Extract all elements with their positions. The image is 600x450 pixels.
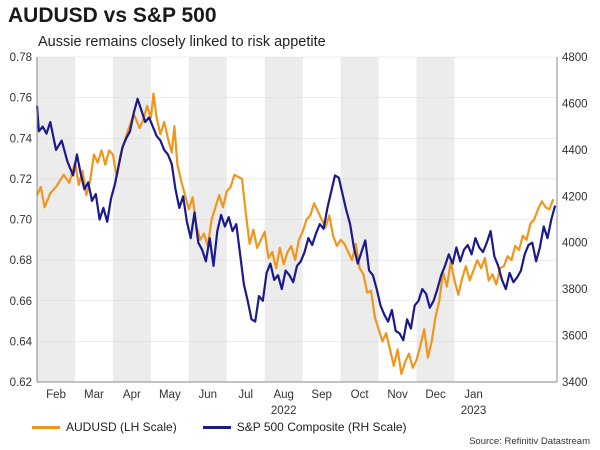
- x-tick-label: Jul: [238, 389, 253, 401]
- tick-labels: 0.78 0.76 0.74 0.72 0.70 0.68 0.66 0.64 0.62 4800…: [10, 52, 588, 417]
- right-tick-label: 4400: [562, 145, 588, 157]
- right-tick-label: 3400: [562, 377, 588, 389]
- legend-item-sp500: S&P 500 Composite (RH Scale): [202, 420, 407, 434]
- x-tick-label: Dec: [425, 389, 446, 401]
- legend-swatch-audusd: [32, 425, 60, 429]
- chart-title: AUDUSD vs S&P 500: [8, 4, 217, 27]
- legend: AUDUSD (LH Scale) S&P 500 Composite (RH …: [32, 420, 433, 434]
- axes: [36, 57, 558, 383]
- series-line-audusd: [36, 92, 555, 375]
- x-tick-label: May: [159, 389, 181, 401]
- right-tick-label: 4200: [562, 191, 588, 203]
- x-year-label: 2023: [461, 405, 487, 417]
- series-lines: [35, 92, 557, 375]
- legend-item-audusd: AUDUSD (LH Scale): [32, 420, 177, 434]
- x-tick-label: Jun: [199, 389, 218, 401]
- left-tick-label: 0.64: [10, 336, 33, 348]
- x-tick-label: Mar: [84, 389, 104, 401]
- right-tick-label: 3800: [562, 284, 588, 296]
- left-tick-label: 0.70: [10, 215, 32, 227]
- x-tick-label: Sep: [311, 389, 331, 401]
- x-tick-label: Apr: [123, 389, 141, 401]
- chart-plot: 0.78 0.76 0.74 0.72 0.70 0.68 0.66 0.64 0.62 4800…: [10, 52, 588, 417]
- legend-label-sp500: S&P 500 Composite (RH Scale): [236, 420, 407, 434]
- x-tick-label: Aug: [273, 389, 293, 401]
- left-tick-label: 0.78: [10, 52, 32, 64]
- x-tick-label: Nov: [387, 389, 408, 401]
- legend-swatch-sp500: [202, 425, 231, 429]
- x-tick-label: Oct: [351, 389, 370, 401]
- series-line-sp500: [35, 97, 557, 342]
- x-tick-label: Jan: [464, 389, 483, 401]
- left-tick-label: 0.68: [10, 255, 32, 267]
- right-tick-label: 4000: [562, 238, 588, 250]
- left-tick-label: 0.66: [10, 296, 32, 308]
- x-year-label: 2022: [271, 405, 297, 417]
- left-tick-label: 0.74: [10, 133, 33, 145]
- left-tick-label: 0.62: [10, 377, 32, 389]
- x-tick-label: Feb: [46, 389, 66, 401]
- right-tick-label: 3600: [562, 331, 588, 343]
- source-note: Source: Refinitiv Datastream: [469, 436, 590, 447]
- chart-subtitle: Aussie remains closely linked to risk ap…: [38, 34, 326, 50]
- right-tick-label: 4600: [562, 98, 588, 110]
- legend-label-audusd: AUDUSD (LH Scale): [66, 420, 177, 434]
- left-tick-label: 0.76: [10, 93, 32, 105]
- left-tick-label: 0.72: [10, 174, 32, 186]
- right-tick-label: 4800: [562, 52, 588, 64]
